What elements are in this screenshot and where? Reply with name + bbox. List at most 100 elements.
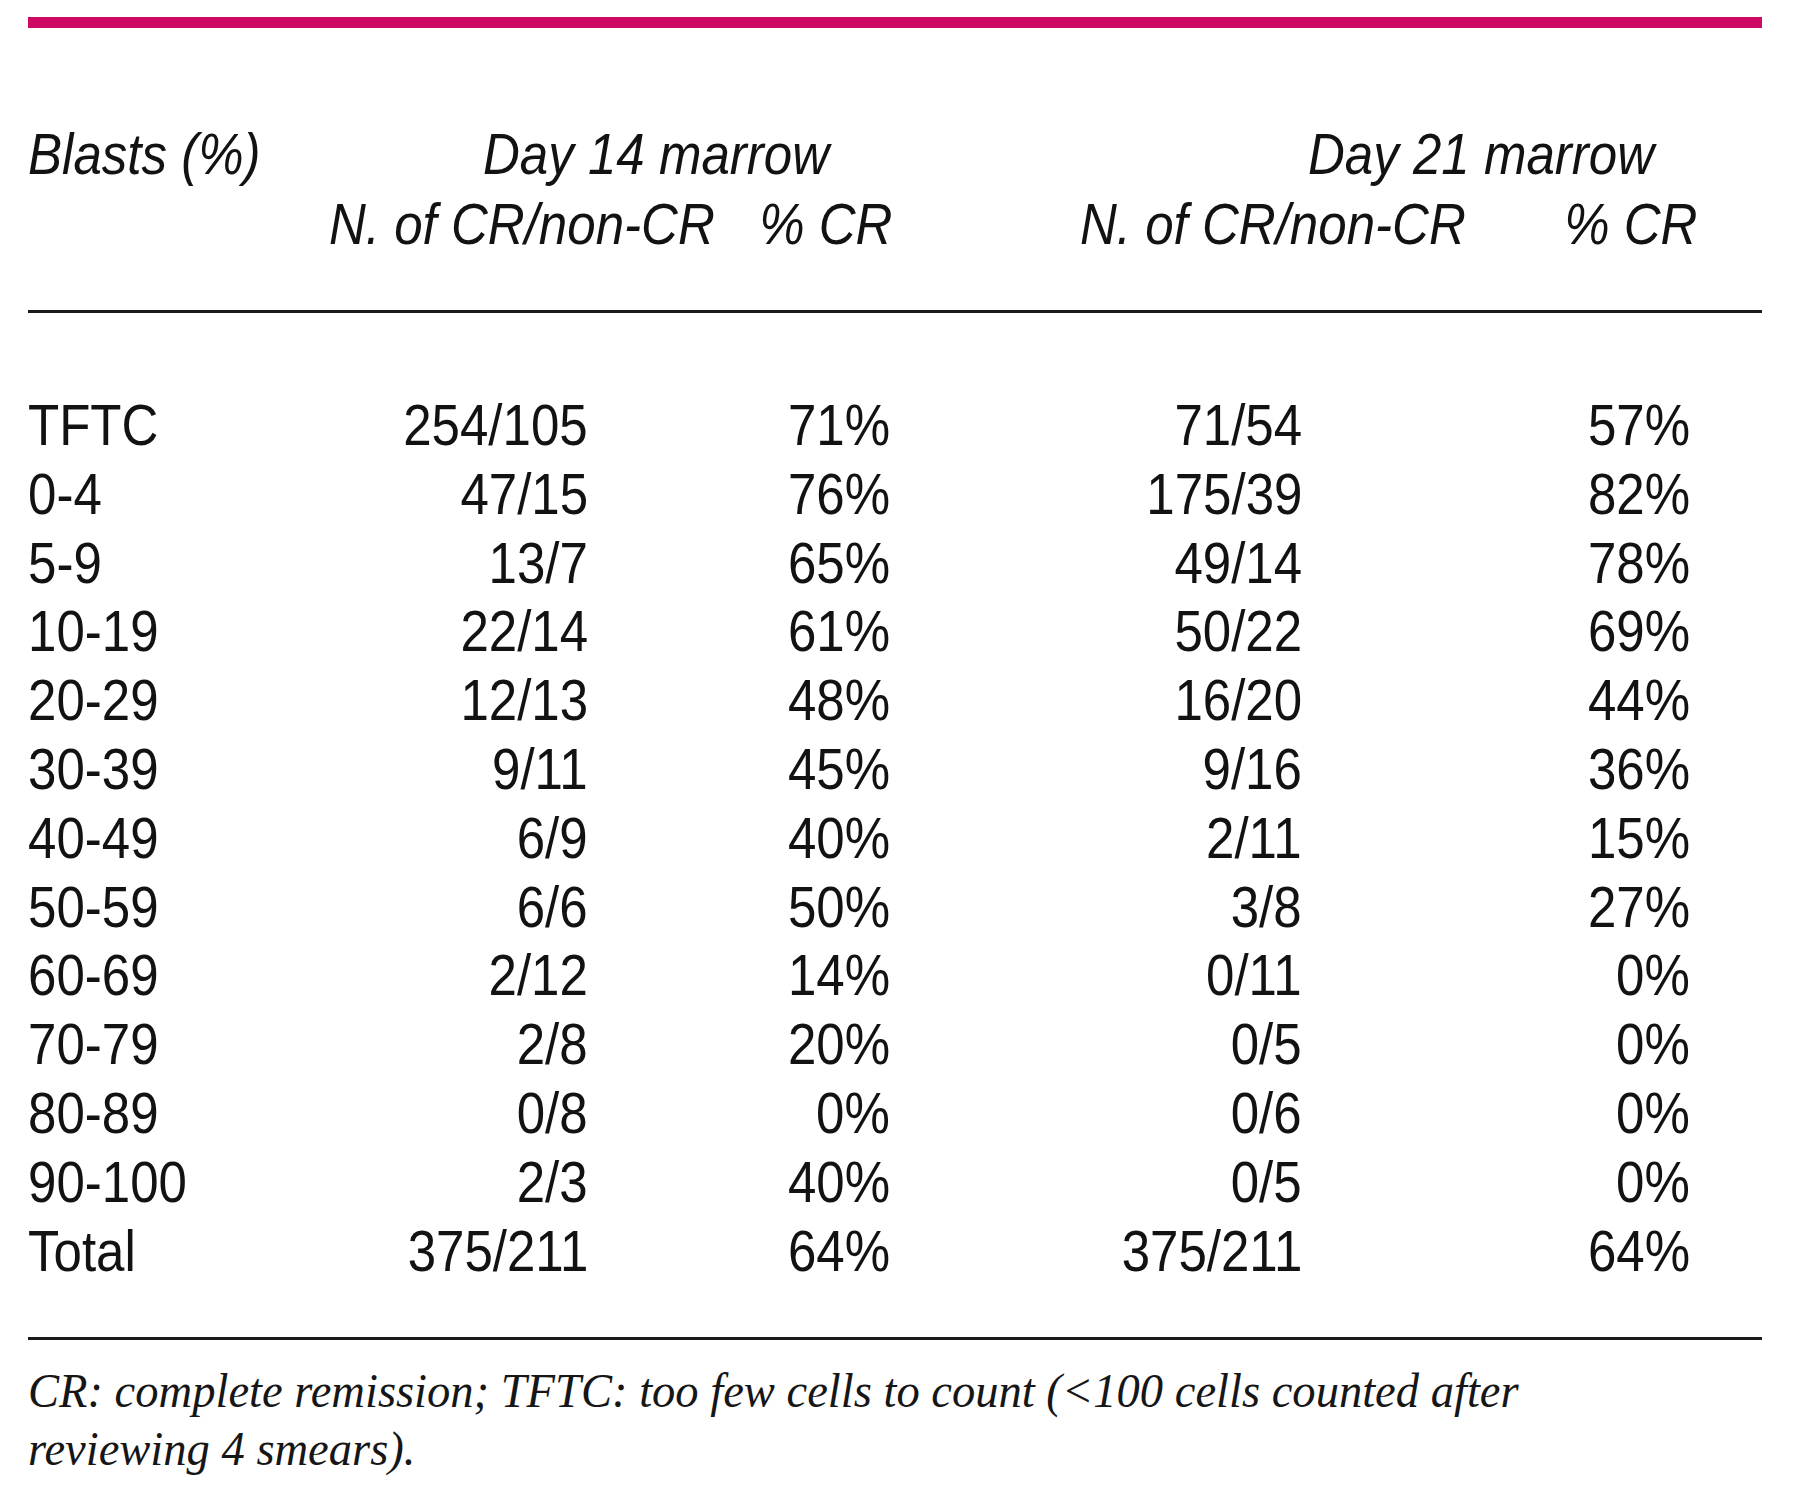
cell-d14-cr: 48% (588, 666, 890, 735)
cell-d14-n-value: 2/3 (517, 1148, 588, 1217)
cell-d14-cr: 76% (588, 460, 890, 529)
cell-d14-n-value: 9/11 (492, 735, 588, 804)
cell-d14-n: 375/211 (328, 1217, 588, 1286)
cell-d21-n-value: 50/22 (1174, 597, 1302, 666)
cell-d14-cr: 45% (588, 735, 890, 804)
cell-blasts: 60-69 (28, 941, 328, 1010)
day14-group-header-label: Day 14 marrow (483, 122, 829, 186)
cell-d14-n-value: 254/105 (404, 391, 588, 460)
cell-d14-cr-value: 76% (788, 460, 890, 529)
day21-n-subheader-label: N. of CR/non-CR (1080, 192, 1466, 256)
cell-d14-cr: 40% (588, 804, 890, 873)
cell-d21-n: 375/211 (890, 1217, 1302, 1286)
cell-blasts: 80-89 (28, 1079, 328, 1148)
cell-d21-n-value: 175/39 (1146, 460, 1302, 529)
cell-d14-n-value: 13/7 (489, 529, 588, 598)
day14-n-subheader: N. of CR/non-CR (329, 192, 767, 256)
cell-d21-n: 3/8 (890, 873, 1302, 942)
cell-blasts-value: 10-19 (28, 597, 159, 666)
cell-blasts: 90-100 (28, 1148, 328, 1217)
day21-n-subheader: N. of CR/non-CR (1080, 192, 1518, 256)
cell-d21-n: 2/11 (890, 804, 1302, 873)
day14-n-subheader-label: N. of CR/non-CR (329, 192, 715, 256)
cell-d21-n: 0/6 (890, 1079, 1302, 1148)
cell-d14-n: 2/8 (328, 1010, 588, 1079)
cell-d14-n: 13/7 (328, 529, 588, 598)
cell-d21-n-value: 0/11 (1206, 941, 1302, 1010)
cell-d14-n-value: 6/6 (517, 873, 588, 942)
cell-d14-n-value: 22/14 (460, 597, 588, 666)
cell-d21-cr-value: 82% (1588, 460, 1690, 529)
cell-d21-cr: 15% (1302, 804, 1690, 873)
table-body: TFTC 254/105 71% 71/54 57% 0-4 47/15 76%… (28, 391, 1690, 1285)
cell-blasts: TFTC (28, 391, 328, 460)
cell-d14-cr-value: 14% (788, 941, 890, 1010)
cell-d21-n-value: 16/20 (1174, 666, 1302, 735)
cell-d21-cr: 78% (1302, 529, 1690, 598)
table-row: Total 375/211 64% 375/211 64% (28, 1217, 1690, 1286)
table-row: TFTC 254/105 71% 71/54 57% (28, 391, 1690, 460)
table-row: 30-39 9/11 45% 9/16 36% (28, 735, 1690, 804)
cell-d14-cr-value: 65% (788, 529, 890, 598)
cell-d21-n-value: 3/8 (1231, 873, 1302, 942)
cell-d21-cr: 0% (1302, 941, 1690, 1010)
day21-cr-subheader: % CR (1546, 192, 1697, 256)
cell-blasts-value: 0-4 (28, 460, 102, 529)
cell-d14-n: 47/15 (328, 460, 588, 529)
cell-d21-n-value: 9/16 (1203, 735, 1302, 804)
cell-blasts-value: Total (28, 1217, 136, 1286)
cell-d14-n: 2/12 (328, 941, 588, 1010)
cell-blasts: 5-9 (28, 529, 328, 598)
cell-blasts-value: 30-39 (28, 735, 159, 804)
cell-d21-cr-value: 0% (1616, 1010, 1690, 1079)
cell-d14-cr: 65% (588, 529, 890, 598)
cell-d14-cr: 40% (588, 1148, 890, 1217)
cell-blasts: 50-59 (28, 873, 328, 942)
cell-d14-cr: 0% (588, 1079, 890, 1148)
cell-blasts: 40-49 (28, 804, 328, 873)
cell-blasts-value: 40-49 (28, 804, 159, 873)
cell-d14-cr: 20% (588, 1010, 890, 1079)
cell-blasts: 30-39 (28, 735, 328, 804)
paper-table-figure: Blasts (%) Day 14 marrow Day 21 marrow N… (0, 0, 1800, 1509)
cell-blasts-value: TFTC (28, 391, 158, 460)
cell-d14-cr: 61% (588, 597, 890, 666)
cell-blasts-value: 50-59 (28, 873, 159, 942)
cell-d14-cr-value: 20% (788, 1010, 890, 1079)
table-row: 20-29 12/13 48% 16/20 44% (28, 666, 1690, 735)
cell-d21-n-value: 2/11 (1206, 804, 1302, 873)
cell-d14-cr-value: 64% (788, 1217, 890, 1286)
cell-d21-n: 16/20 (890, 666, 1302, 735)
data-table: TFTC 254/105 71% 71/54 57% 0-4 47/15 76%… (28, 391, 1690, 1285)
cell-d21-cr: 0% (1302, 1079, 1690, 1148)
cell-blasts-value: 5-9 (28, 529, 102, 598)
day14-cr-subheader: % CR (741, 192, 892, 256)
day21-cr-subheader-label: % CR (1564, 192, 1697, 256)
cell-d21-cr: 57% (1302, 391, 1690, 460)
cell-d14-n: 9/11 (328, 735, 588, 804)
cell-d14-cr-value: 48% (788, 666, 890, 735)
cell-blasts-value: 80-89 (28, 1079, 159, 1148)
cell-d14-n-value: 2/8 (517, 1010, 588, 1079)
footnote-line-2: reviewing 4 smears). (28, 1420, 1597, 1478)
table-row: 90-100 2/3 40% 0/5 0% (28, 1148, 1690, 1217)
cell-d21-cr-value: 36% (1588, 735, 1690, 804)
footnote-line-1: CR: complete remission; TFTC: too few ce… (28, 1362, 1597, 1420)
cell-d21-cr: 27% (1302, 873, 1690, 942)
cell-d14-n: 12/13 (328, 666, 588, 735)
cell-d14-cr: 71% (588, 391, 890, 460)
cell-d21-n-value: 0/5 (1231, 1148, 1302, 1217)
cell-d14-n-value: 2/12 (489, 941, 588, 1010)
cell-d14-n-value: 12/13 (460, 666, 588, 735)
cell-d14-n-value: 47/15 (460, 460, 588, 529)
cell-d14-cr-value: 45% (788, 735, 890, 804)
cell-blasts-value: 70-79 (28, 1010, 159, 1079)
cell-d21-cr: 36% (1302, 735, 1690, 804)
cell-d21-n: 175/39 (890, 460, 1302, 529)
cell-d14-n-value: 0/8 (517, 1079, 588, 1148)
day14-group-header: Day 14 marrow (483, 122, 876, 186)
blasts-column-header: Blasts (%) (28, 122, 292, 186)
table-row: 0-4 47/15 76% 175/39 82% (28, 460, 1690, 529)
day21-group-header: Day 21 marrow (1308, 122, 1701, 186)
cell-d21-n: 0/11 (890, 941, 1302, 1010)
